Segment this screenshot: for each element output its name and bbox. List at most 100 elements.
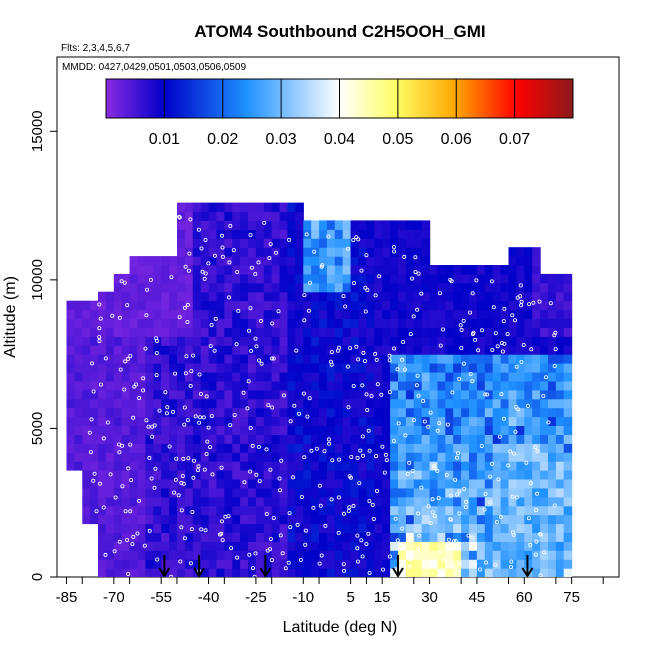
heat-cell <box>208 514 218 525</box>
heat-cell <box>476 345 486 355</box>
heat-cell <box>461 550 470 560</box>
heat-cell <box>255 202 265 213</box>
heat-cell <box>311 363 320 373</box>
sample-point <box>270 321 275 326</box>
heat-cell <box>476 282 486 293</box>
heat-cell <box>516 363 525 373</box>
sample-point <box>375 382 380 387</box>
heat-cell <box>248 354 257 364</box>
heat-cell <box>398 461 407 471</box>
heat-cell <box>484 398 494 409</box>
heat-cell <box>255 523 265 533</box>
heat-cell <box>216 505 225 516</box>
heat-cell <box>374 568 383 577</box>
heat-cell <box>382 461 391 471</box>
heat-cell <box>358 256 367 266</box>
heat-cell <box>161 256 170 266</box>
heat-cell <box>145 487 154 498</box>
heat-cell <box>461 345 470 355</box>
heat-cell <box>240 256 249 266</box>
heat-cell <box>287 202 296 213</box>
heat-cell <box>184 211 194 221</box>
heat-cell <box>445 443 454 453</box>
heat-cell <box>334 265 344 275</box>
heat-cell <box>398 380 407 391</box>
heat-cell <box>548 354 557 364</box>
heat-cell <box>311 461 320 471</box>
heat-cell <box>137 327 146 337</box>
heat-cell <box>255 372 265 382</box>
heat-cell <box>540 300 549 311</box>
heat-cell <box>216 345 225 355</box>
heat-cell <box>145 389 154 400</box>
colorbar-tick-label: 0.05 <box>382 131 413 148</box>
heat-cell <box>326 443 336 453</box>
heat-cell <box>516 282 525 293</box>
heat-cell <box>255 559 265 569</box>
sample-point <box>365 287 370 292</box>
sample-point <box>538 532 543 537</box>
heat-cell <box>121 407 131 418</box>
sample-point <box>154 351 159 356</box>
heat-cell <box>74 354 83 364</box>
heat-cell <box>390 336 399 346</box>
heat-cell <box>508 380 517 391</box>
heat-cell <box>421 470 431 480</box>
sample-point <box>91 478 96 483</box>
heat-cell <box>105 372 115 382</box>
heat-cell <box>113 300 123 311</box>
x-tick-label: -55 <box>150 589 172 606</box>
heat-cell <box>461 380 470 391</box>
heat-cell <box>437 532 446 542</box>
heat-cell <box>453 523 462 533</box>
heat-cell <box>334 220 344 230</box>
heat-cell <box>437 354 446 364</box>
sample-point <box>118 367 123 372</box>
sample-point <box>150 434 155 439</box>
heat-cell <box>437 559 446 569</box>
heat-cell <box>508 541 517 551</box>
x-tick-label: 60 <box>516 589 533 606</box>
heat-cell <box>421 416 431 426</box>
heat-cell <box>311 487 320 498</box>
sample-point <box>172 490 177 495</box>
sample-point <box>128 509 133 514</box>
sample-point <box>167 444 172 449</box>
heat-cell <box>224 398 233 409</box>
heat-cell <box>90 345 99 355</box>
heat-cell <box>271 434 281 444</box>
heat-cell <box>516 372 525 382</box>
heat-cell <box>169 470 178 480</box>
heat-cell <box>421 434 431 444</box>
heat-cell <box>200 541 210 551</box>
heat-cell <box>413 470 423 480</box>
heat-cell <box>129 300 139 311</box>
heat-cell <box>200 461 210 471</box>
heat-cell <box>216 256 225 266</box>
sample-point <box>245 406 250 411</box>
x-tick-label: 75 <box>563 589 580 606</box>
heat-cell <box>532 407 541 418</box>
heat-cell <box>208 452 218 462</box>
heat-cell <box>90 416 99 426</box>
heat-cell <box>492 336 502 346</box>
heat-cell <box>524 541 533 551</box>
heat-cell <box>184 407 194 418</box>
heat-cell <box>224 416 233 426</box>
heat-cell <box>303 363 312 373</box>
heat-cell <box>153 282 162 293</box>
heat-cell <box>563 505 573 516</box>
heat-cell <box>200 309 210 320</box>
heat-cell <box>255 247 265 257</box>
heat-cell <box>105 300 115 311</box>
heat-cell <box>240 202 249 213</box>
heat-cell <box>413 220 423 230</box>
heat-cell <box>453 514 462 525</box>
heat-cell <box>271 273 281 284</box>
sample-point <box>208 343 213 348</box>
heat-cell <box>500 550 510 560</box>
heat-cell <box>232 300 241 311</box>
heat-cell <box>398 425 407 435</box>
sample-point <box>173 477 178 482</box>
heat-cell <box>350 452 360 462</box>
